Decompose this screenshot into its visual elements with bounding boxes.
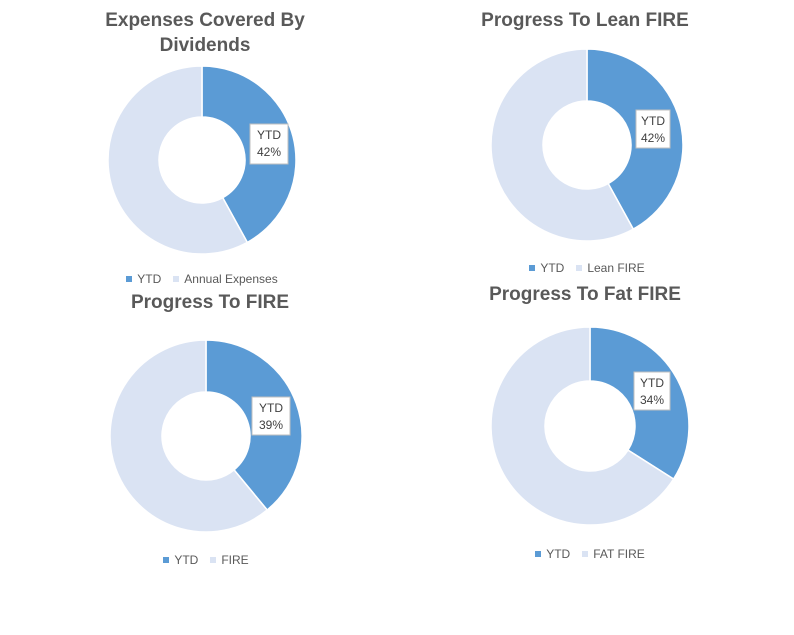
legend-label: YTD	[174, 553, 199, 567]
legend-label: YTD	[546, 547, 571, 561]
slice-remaining	[109, 339, 269, 533]
data-label-value: 42%	[641, 131, 665, 145]
chart-legend: YTD Annual Expenses	[52, 272, 352, 286]
legend-item: FIRE	[210, 553, 249, 567]
chart-title: Progress To Lean FIRE	[481, 10, 689, 31]
legend-label: FAT FIRE	[593, 547, 645, 561]
legend-swatch	[163, 556, 170, 563]
legend-label: YTD	[540, 261, 565, 275]
legend-item: YTD	[529, 261, 564, 275]
data-label: YTD 42%	[635, 109, 671, 149]
legend-swatch	[126, 275, 133, 282]
legend-swatch	[582, 550, 589, 557]
legend-swatch	[210, 556, 217, 563]
data-label-value: 34%	[640, 393, 664, 407]
legend-item: YTD	[126, 272, 161, 286]
slice-remaining	[490, 326, 675, 526]
chart-title: Progress To FIRE	[130, 292, 289, 313]
data-label-series: YTD	[257, 128, 281, 142]
data-label: YTD 42%	[249, 123, 289, 165]
legend-swatch	[576, 264, 583, 271]
legend-label: YTD	[137, 272, 162, 286]
legend-label: Annual Expenses	[184, 272, 278, 286]
legend-item: YTD	[535, 547, 570, 561]
slice-ytd	[589, 326, 690, 481]
chart-legend: YTD Lean FIRE	[437, 261, 737, 275]
legend-item: FAT FIRE	[582, 547, 645, 561]
slice-ytd	[586, 48, 684, 231]
legend-swatch	[529, 264, 536, 271]
legend-label: FIRE	[221, 553, 249, 567]
data-label-box	[633, 371, 671, 411]
slice-remaining	[490, 48, 635, 242]
legend-swatch	[535, 550, 542, 557]
data-label-value: 39%	[259, 418, 283, 432]
slice-ytd	[205, 339, 303, 512]
legend-item: Annual Expenses	[173, 272, 278, 286]
slice-ytd	[201, 65, 297, 244]
chart-title: Expenses Covered By Dividends	[105, 10, 305, 56]
slice-remaining	[107, 65, 249, 255]
legend-label: Lean FIRE	[587, 261, 645, 275]
data-label-box	[249, 123, 289, 165]
chart-legend: YTD FIRE	[56, 553, 356, 567]
legend-swatch	[173, 275, 180, 282]
legend-item: YTD	[163, 553, 198, 567]
data-label: YTD 34%	[633, 371, 671, 411]
data-label: YTD 39%	[251, 396, 291, 436]
data-label-series: YTD	[259, 401, 283, 415]
data-label-series: YTD	[640, 376, 664, 390]
chart-legend: YTD FAT FIRE	[440, 547, 740, 561]
data-label-value: 42%	[257, 145, 281, 159]
legend-item: Lean FIRE	[576, 261, 645, 275]
data-label-series: YTD	[641, 114, 665, 128]
data-label-box	[251, 396, 291, 436]
chart-title: Progress To Fat FIRE	[489, 284, 681, 305]
data-label-box	[635, 109, 671, 149]
